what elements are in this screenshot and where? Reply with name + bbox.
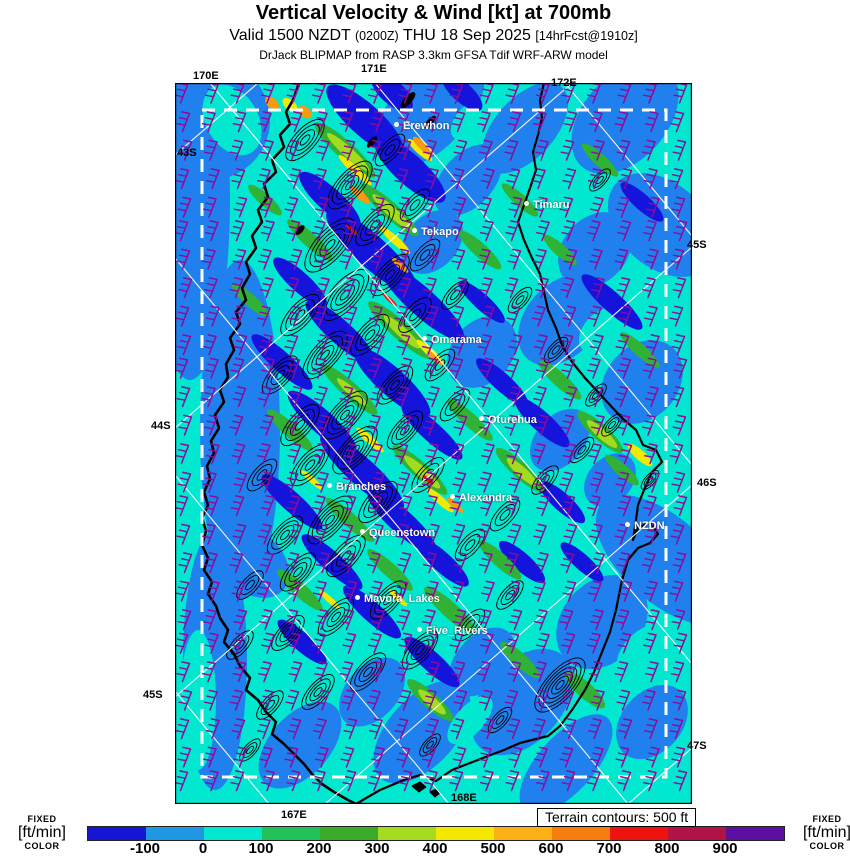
colorbar-segment-11 [726,827,784,840]
valid-fcst: [14hrFcst@1910z] [535,29,638,43]
place-name: Alexandra [459,492,513,504]
grid-label-46s: 46S [697,477,717,489]
place-dot [360,529,365,534]
place-name: Tekapo [421,226,459,238]
colorbar [87,826,785,841]
valid-zulu: (0200Z) [354,29,399,43]
colorbar-tick-600: 600 [538,840,564,857]
place-label-oturehua: Oturehua [479,414,537,426]
grid-label-45s: 45S [143,689,163,701]
place-dot [355,595,360,600]
place-label-queenstown: Queenstown [360,527,435,539]
place-name: Five_Rivers [426,625,488,637]
colorbar-segment-3 [262,827,320,840]
place-name: NZDN [634,520,665,532]
colorbar-ticks: -100 0 100 200 300 400 500 600 700 800 900 [0,840,850,858]
colorbar-segment-7 [494,827,552,840]
colorbar-tick-400: 400 [422,840,448,857]
colorbar-tick--100: -100 [129,840,161,857]
place-dot [450,494,455,499]
colorbar-segment-5 [378,827,436,840]
units-label: [ft/min] [17,824,66,841]
place-label-erewhon: Erewhon [394,120,449,132]
grid-label-168e: 168E [451,792,477,804]
colorbar-tick-100: 100 [248,840,274,857]
color-label: COLOR [809,841,845,851]
place-label-branches: Branches [327,481,386,493]
place-name: Timaru [533,199,570,211]
place-label-five_rivers: Five_Rivers [417,625,488,637]
place-name: Oturehua [488,414,537,426]
units-label: [ft/min] [802,824,850,841]
place-dot [394,122,399,127]
grid-label-45s: 45S [687,239,707,251]
colorbar-segment-4 [320,827,378,840]
place-dot [625,522,630,527]
valid-date: THU 18 Sep 2025 [398,27,536,44]
colorbar-tick-300: 300 [364,840,390,857]
colorbar-tick-500: 500 [480,840,506,857]
colorbar-segment-8 [552,827,610,840]
colorbar-legend-right: FIXED [ft/min] COLOR [785,815,850,851]
place-dot [412,228,417,233]
colorbar-segment-0 [88,827,146,840]
place-dot [417,627,422,632]
colorbar-tick-0: 0 [198,840,208,857]
colorbar-tick-200: 200 [306,840,332,857]
place-name: Queenstown [369,527,436,539]
place-label-timaru: Timaru [524,199,569,211]
terrain-contours [226,92,660,762]
colorbar-segment-9 [610,827,668,840]
model-source-line: DrJack BLIPMAP from RASP 3.3km GFSA Tdif… [259,48,608,62]
fixed-label: FIXED [27,814,57,824]
grid-label-43s: 43S [177,147,197,159]
grid-label-44s: 44S [151,420,171,432]
place-name: Omarama [431,334,482,346]
colorbar-segment-2 [204,827,262,840]
terrain-contours-note: Terrain contours: 500 ft [537,808,697,827]
place-label-tekapo: Tekapo [412,226,459,238]
map-frame [175,83,692,804]
coastline [200,83,664,804]
place-dot [524,201,529,206]
valid-time-line: Valid 1500 NZDT (0200Z) THU 18 Sep 2025 … [0,27,850,45]
place-dot [327,483,332,488]
place-label-mavora_lakes: Mavora_Lakes [355,593,440,605]
color-label: COLOR [24,841,60,851]
colorbar-tick-900: 900 [712,840,738,857]
place-label-omarama: Omarama [422,334,482,346]
place-name: Branches [336,481,387,493]
page-title: Vertical Velocity & Wind [kt] at 700mb [255,2,612,24]
place-dot [479,416,484,421]
colorbar-segment-1 [146,827,204,840]
place-label-alexandra: Alexandra [450,492,512,504]
grid-label-167e: 167E [281,809,307,821]
model-domain-boundary [200,108,668,779]
colorbar-segment-6 [436,827,494,840]
grid-label-47s: 47S [687,740,707,752]
colorbar-tick-800: 800 [654,840,680,857]
colorbar-segment-10 [668,827,726,840]
fixed-label: FIXED [812,814,842,824]
place-name: Mavora_Lakes [364,593,440,605]
grid-label-170e: 170E [193,70,219,82]
place-name: Erewhon [403,120,450,132]
valid-main: Valid 1500 NZDT [229,27,355,44]
map-canvas[interactable] [175,83,692,804]
grid-label-171e: 171E [361,63,387,75]
grid-label-172e: 172E [551,77,577,89]
colorbar-legend-left: FIXED [ft/min] COLOR [0,815,84,851]
place-dot [422,336,427,341]
place-label-nzdn: NZDN [625,520,665,532]
colorbar-tick-700: 700 [596,840,622,857]
